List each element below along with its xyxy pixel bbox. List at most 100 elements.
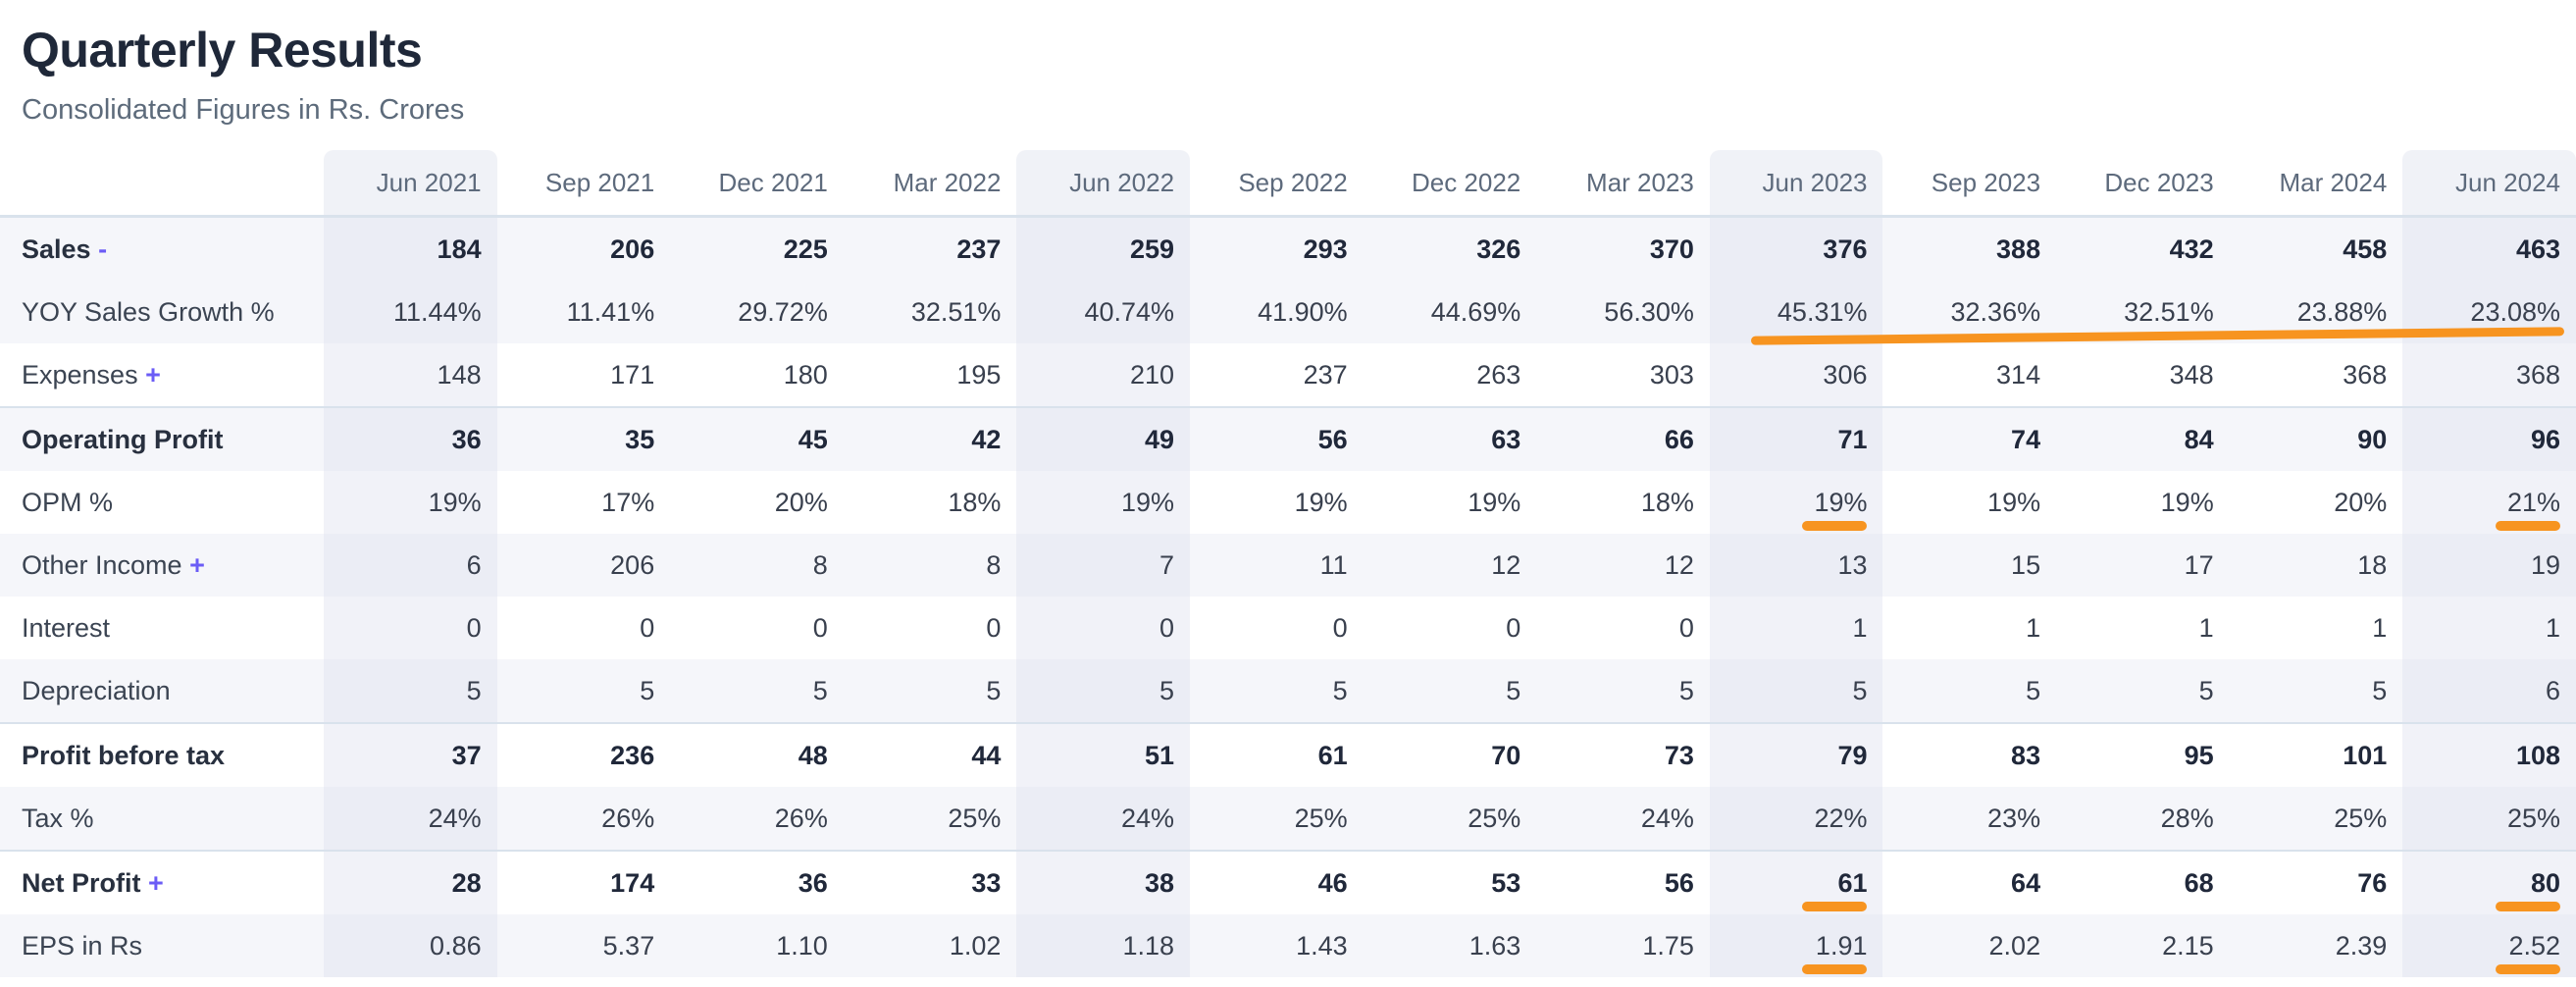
cell-expenses-mar-2023: 303 [1649,359,1694,390]
column-header-mar-2024: Mar 2024 [2279,167,2388,197]
page-title: Quarterly Results [22,23,423,78]
cell-interest-jun-2023: 1 [1709,597,1883,659]
cell-operating-profit-dec-2021: 45 [798,424,828,454]
toggle-net-profit-details[interactable]: + [140,867,164,898]
cell-depreciation-jun-2021: 5 [324,659,497,723]
cell-profit-before-tax-dec-2021: 48 [798,740,828,770]
toggle-expenses-details[interactable]: + [137,359,161,390]
cell-sales-mar-2024: 458 [2343,234,2388,264]
cell-profit-before-tax-sep-2023: 83 [2011,740,2041,770]
cell-profit-before-tax-sep-2022: 61 [1317,740,1348,770]
cell-net-profit-dec-2021: 36 [798,867,828,898]
cell-opm-jun-2024: 21% [2402,471,2576,534]
cell-tax-mar-2022: 25% [948,803,1002,833]
cell-depreciation-dec-2023: 5 [2198,675,2214,705]
cell-tax-mar-2024: 25% [2334,803,2388,833]
cell-tax-dec-2021: 26% [774,803,828,833]
row-label-opm: OPM % [22,487,114,517]
cell-expenses-dec-2021: 180 [783,359,828,390]
cell-tax-dec-2023: 28% [2160,803,2214,833]
cell-interest-mar-2022: 0 [986,612,1002,643]
table-corner-cell [0,150,324,217]
column-header-sep-2022: Sep 2022 [1238,167,1348,197]
orange-underline-annotation [1802,521,1868,531]
cell-yoy-sales-growth-mar-2022: 32.51% [910,296,1002,327]
cell-sales-mar-2022: 237 [956,234,1002,264]
cell-interest-jun-2022: 0 [1016,597,1191,659]
cell-net-profit-mar-2023: 56 [1664,867,1694,898]
column-header-jun-2024: Jun 2024 [2402,150,2576,217]
cell-eps-in-rs-jun-2022: 1.18 [1016,914,1191,977]
cell-other-income-dec-2022: 12 [1491,549,1521,580]
cell-other-income-jun-2022: 7 [1016,534,1191,597]
cell-depreciation-sep-2022: 5 [1332,675,1348,705]
cell-yoy-sales-growth-sep-2021: 11.41% [566,296,655,327]
cell-expenses-jun-2024: 368 [2402,343,2576,407]
cell-interest-sep-2022: 0 [1332,612,1348,643]
cell-profit-before-tax-mar-2024: 101 [2343,740,2388,770]
row-label-sales: Sales [22,234,91,264]
cell-depreciation-jun-2023: 5 [1709,659,1883,723]
cell-interest-dec-2022: 0 [1506,612,1521,643]
toggle-sales-details[interactable]: - [90,234,108,264]
cell-operating-profit-dec-2022: 63 [1491,424,1521,454]
cell-depreciation-mar-2023: 5 [1678,675,1694,705]
row-label-profit-before-tax: Profit before tax [22,740,226,770]
cell-opm-mar-2024: 20% [2334,487,2388,517]
cell-profit-before-tax-jun-2023: 79 [1709,723,1883,787]
row-label-tax: Tax % [22,803,94,833]
row-label-depreciation: Depreciation [22,675,171,705]
cell-yoy-sales-growth-jun-2022: 40.74% [1016,281,1191,343]
column-header-mar-2023: Mar 2023 [1586,167,1694,197]
quarterly-results-table: Jun 2021 Sep 2021 Dec 2021 Mar 2022 Jun 2022… [0,150,2576,977]
row-label-interest: Interest [22,612,111,643]
column-header-jun-2022: Jun 2022 [1016,150,1191,217]
row-label-other-income: Other Income [22,549,182,580]
cell-tax-jun-2024: 25% [2402,787,2576,851]
column-header-sep-2021: Sep 2021 [544,167,655,197]
cell-depreciation-jun-2024: 6 [2402,659,2576,723]
cell-eps-in-rs-dec-2021: 1.10 [776,930,828,961]
cell-operating-profit-sep-2023: 74 [2011,424,2041,454]
cell-expenses-sep-2022: 237 [1303,359,1348,390]
row-label-eps-in-rs: EPS in Rs [22,930,143,961]
cell-expenses-sep-2023: 314 [1996,359,2041,390]
cell-net-profit-dec-2023: 68 [2184,867,2214,898]
cell-yoy-sales-growth-mar-2023: 56.30% [1604,296,1694,327]
toggle-other-income-details[interactable]: + [181,549,205,580]
cell-profit-before-tax-sep-2021: 236 [610,740,655,770]
cell-sales-jun-2024: 463 [2402,216,2576,281]
cell-opm-mar-2022: 18% [948,487,1002,517]
cell-interest-jun-2021: 0 [324,597,497,659]
column-header-mar-2022: Mar 2022 [893,167,1002,197]
cell-sales-sep-2022: 293 [1303,234,1348,264]
cell-other-income-jun-2023: 13 [1709,534,1883,597]
row-sales: Sales - 184 206 225 237 259 293 326 370 376 388 432… [0,216,2576,281]
cell-sales-sep-2023: 388 [1996,234,2041,264]
column-header-dec-2021: Dec 2021 [718,167,828,197]
cell-yoy-sales-growth-sep-2022: 41.90% [1258,296,1348,327]
cell-sales-dec-2021: 225 [783,234,828,264]
cell-interest-dec-2023: 1 [2198,612,2214,643]
cell-depreciation-sep-2023: 5 [2026,675,2041,705]
cell-opm-jun-2023: 19% [1709,471,1883,534]
cell-yoy-sales-growth-dec-2023: 32.51% [2124,296,2214,327]
cell-other-income-dec-2021: 8 [812,549,828,580]
cell-operating-profit-mar-2022: 42 [971,424,1002,454]
row-expenses: Expenses +148 171 180 195 210 237 263 303 306 314… [0,343,2576,407]
cell-eps-in-rs-sep-2023: 2.02 [1988,930,2041,961]
cell-tax-sep-2022: 25% [1294,803,1348,833]
cell-eps-in-rs-sep-2021: 5.37 [602,930,655,961]
orange-underline-annotation [1802,964,1868,974]
cell-profit-before-tax-dec-2022: 70 [1491,740,1521,770]
cell-sales-dec-2023: 432 [2169,234,2214,264]
cell-operating-profit-jun-2023: 71 [1709,407,1883,471]
cell-opm-dec-2021: 20% [774,487,828,517]
cell-tax-jun-2021: 24% [324,787,497,851]
orange-underline-annotation [2496,964,2560,974]
cell-interest-jun-2024: 1 [2402,597,2576,659]
cell-tax-dec-2022: 25% [1468,803,1521,833]
row-eps-in-rs: EPS in Rs 0.86 5.37 1.10 1.02 1.18 1.43 1.63 1.7… [0,914,2576,977]
cell-opm-dec-2022: 19% [1468,487,1521,517]
cell-yoy-sales-growth-sep-2023: 32.36% [1950,296,2041,327]
